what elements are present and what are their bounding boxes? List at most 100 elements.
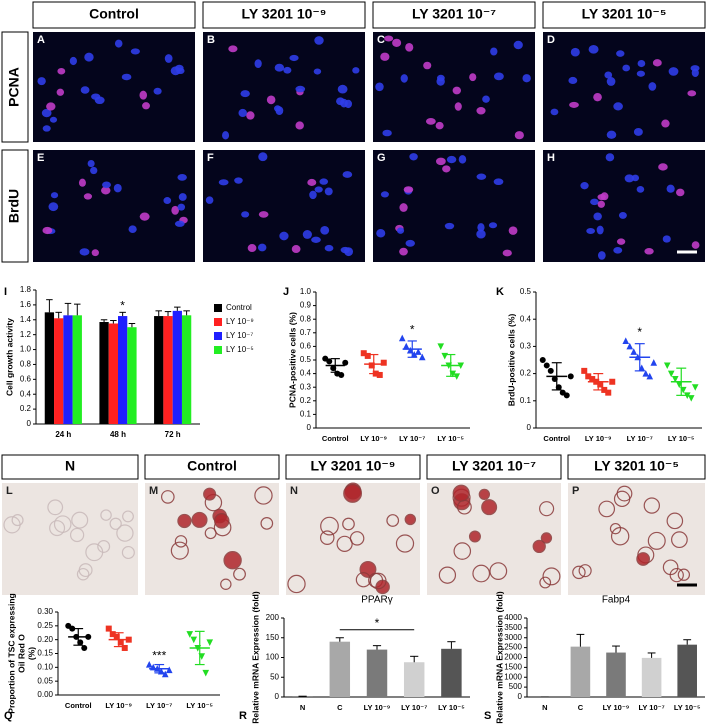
lipid-cell [359,560,377,578]
x-tick-label: 24 h [55,430,71,439]
cell-nucleus [246,111,255,120]
cell-nucleus [84,52,94,62]
lipid-cell [539,501,555,517]
cell-nucleus [586,228,596,235]
panel-letter: E [37,152,44,164]
y-axis-label: Oil Red O [16,634,26,673]
y-axis-label: Cell growth activity [4,318,14,396]
cell-nucleus [423,61,432,70]
legend-swatch [214,332,222,340]
lipid-cell [213,513,230,529]
header-box [542,1,706,29]
data-point [609,378,616,385]
cell-nucleus [178,193,187,201]
significance-label: * [375,616,380,630]
cell-nucleus [596,225,604,235]
header-label: Control [89,6,139,22]
cell-nucleus [307,178,317,186]
header-label: BrdU [6,189,22,223]
lipid-cell [319,530,335,545]
lipid-cell [320,516,339,536]
cell-nucleus [79,248,90,256]
header-box [372,1,536,29]
x-tick-label: LY 10⁻⁹ [585,434,612,443]
lipid-cell [395,534,415,553]
data-point [441,352,449,360]
header-box [285,454,421,480]
y-tick-label: 0.10 [37,662,53,671]
lipid-cell [671,531,688,549]
y-tick-label: 0 [527,423,532,432]
y-axis-label: BrdU-positive cells (%) [506,314,516,407]
cell-nucleus [436,74,445,82]
x-tick-label: 48 h [110,430,126,439]
cell-nucleus [616,50,625,57]
y-tick-label: 0.9 [300,301,312,310]
x-tick-label: LY 10⁻⁹ [603,703,630,712]
cell-nucleus [50,192,59,199]
cell-nucleus [337,84,348,94]
lipid-cell [342,517,355,531]
cell-nucleus [618,212,627,219]
micrograph [33,150,195,262]
data-point [589,376,596,383]
legend-swatch [214,346,222,354]
y-axis-label: Proportion of TSC expressing [6,593,16,713]
legend-label: LY 10⁻⁹ [226,317,254,326]
cell-nucleus [342,171,353,178]
data-point [563,392,570,399]
significance-label: * [120,299,125,313]
lipid-cell [160,490,175,504]
panel-letter: J [283,286,289,298]
lipid-cell [336,535,353,552]
cell-nucleus [490,47,498,56]
cell-nucleus [661,119,670,128]
lipid-cell [355,572,372,588]
micrograph [203,150,365,262]
cell-nucleus [606,77,616,86]
cell-nucleus [113,183,122,193]
lipid-cell [453,542,472,560]
bar [54,318,64,424]
y-tick-label: 3000 [504,633,522,642]
cell-nucleus [502,249,512,257]
y-tick-label: 0.3 [300,382,312,391]
data-point [687,395,695,402]
cell-nucleus [205,196,214,204]
lipid-cell [254,486,273,505]
bar [641,657,662,697]
data-point [453,373,461,380]
data-point [161,670,169,678]
cell-nucleus [87,159,95,168]
bar [172,310,182,424]
cell-nucleus [375,82,384,92]
cell-nucleus [442,165,451,173]
panel-letter: M [149,485,158,497]
y-tick-label: 200 [266,613,280,622]
cell-nucleus [637,59,646,68]
data-point [691,384,699,391]
lipid-cell [456,499,472,515]
x-tick-label: LY 10⁻⁵ [674,703,701,712]
y-tick-label: 1.4 [20,315,32,324]
cell-nucleus [283,66,292,74]
cell-nucleus [399,203,408,212]
lipid-cell [578,564,592,578]
lipid-cell [220,578,232,590]
cell-nucleus [476,229,486,239]
cell-nucleus [405,43,414,52]
panel-letter: O [431,485,440,497]
y-tick-label: 0 [27,419,32,428]
data-point [642,370,650,377]
lipid-cell [170,541,189,560]
cell-nucleus [319,178,329,185]
legend-label: LY 10⁻⁵ [226,345,254,354]
panel-letter: H [547,152,555,164]
panel-letter: R [239,710,247,722]
y-tick-label: 0.1 [520,396,532,405]
y-tick-label: 0.4 [20,389,32,398]
data-point [671,376,679,383]
cell-nucleus [606,130,617,139]
